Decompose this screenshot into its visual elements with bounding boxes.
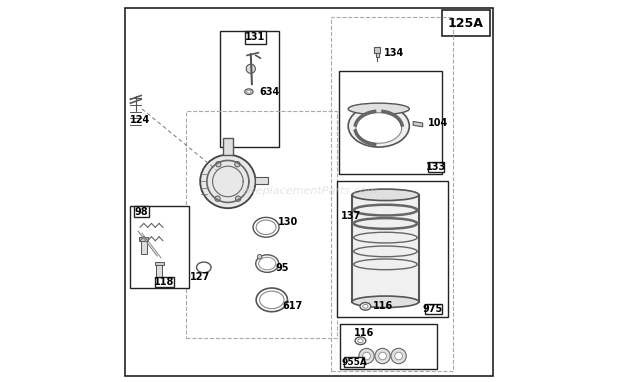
Ellipse shape [197, 262, 211, 273]
Bar [340, 324, 437, 369]
Ellipse shape [253, 217, 279, 237]
Text: 124: 124 [130, 115, 150, 125]
Ellipse shape [245, 89, 253, 95]
Bar [374, 47, 380, 53]
Polygon shape [413, 121, 423, 127]
Bar [156, 264, 162, 279]
Bar [352, 195, 419, 302]
Circle shape [391, 348, 406, 364]
Bar [154, 262, 164, 265]
Text: 116: 116 [354, 328, 374, 338]
Text: 134: 134 [384, 48, 404, 58]
Bar [223, 138, 233, 155]
Bar [130, 206, 188, 288]
Bar [337, 181, 448, 317]
Text: 125A: 125A [448, 17, 484, 30]
Ellipse shape [355, 337, 366, 345]
Text: 95: 95 [276, 263, 289, 273]
Bar [186, 111, 337, 338]
Text: 116: 116 [373, 301, 393, 311]
Ellipse shape [348, 103, 409, 115]
Circle shape [216, 162, 221, 167]
Circle shape [359, 348, 374, 364]
Bar [155, 277, 174, 286]
Text: eReplacementParts.com: eReplacementParts.com [242, 186, 378, 196]
Text: 98: 98 [135, 207, 148, 217]
Circle shape [246, 64, 255, 73]
Bar [140, 237, 148, 241]
Text: 617: 617 [283, 301, 303, 311]
Ellipse shape [360, 303, 371, 310]
Circle shape [257, 254, 262, 259]
Text: 975: 975 [423, 304, 443, 314]
Text: 130: 130 [278, 217, 298, 227]
Ellipse shape [356, 113, 402, 143]
Bar [442, 10, 490, 36]
Text: 127: 127 [190, 272, 210, 282]
Bar [141, 239, 147, 254]
Text: 131: 131 [246, 32, 265, 42]
Circle shape [236, 196, 241, 201]
Circle shape [395, 352, 402, 360]
Bar [344, 357, 364, 367]
Text: 955A: 955A [342, 358, 367, 367]
Bar [331, 17, 453, 371]
Ellipse shape [256, 288, 288, 312]
Text: 133: 133 [425, 162, 446, 172]
Bar [255, 177, 268, 184]
Ellipse shape [358, 339, 363, 343]
Ellipse shape [352, 296, 419, 308]
Ellipse shape [259, 257, 276, 270]
Ellipse shape [363, 304, 368, 308]
Bar [376, 47, 379, 57]
Ellipse shape [256, 255, 278, 272]
Circle shape [379, 352, 386, 360]
Ellipse shape [260, 291, 284, 309]
Bar [220, 31, 280, 147]
Circle shape [235, 162, 240, 167]
Text: 137: 137 [342, 211, 361, 221]
Text: 104: 104 [428, 118, 448, 128]
Circle shape [363, 352, 370, 360]
Ellipse shape [256, 220, 276, 235]
Circle shape [375, 348, 390, 364]
Bar [245, 31, 266, 44]
Ellipse shape [200, 155, 255, 208]
Ellipse shape [352, 189, 419, 201]
Bar [428, 162, 444, 172]
Bar [339, 71, 442, 174]
Bar [133, 206, 149, 217]
Ellipse shape [348, 105, 409, 147]
Ellipse shape [247, 90, 251, 93]
Text: 118: 118 [154, 277, 175, 287]
Bar [425, 304, 442, 314]
Text: 634: 634 [260, 87, 280, 97]
Circle shape [215, 196, 220, 201]
